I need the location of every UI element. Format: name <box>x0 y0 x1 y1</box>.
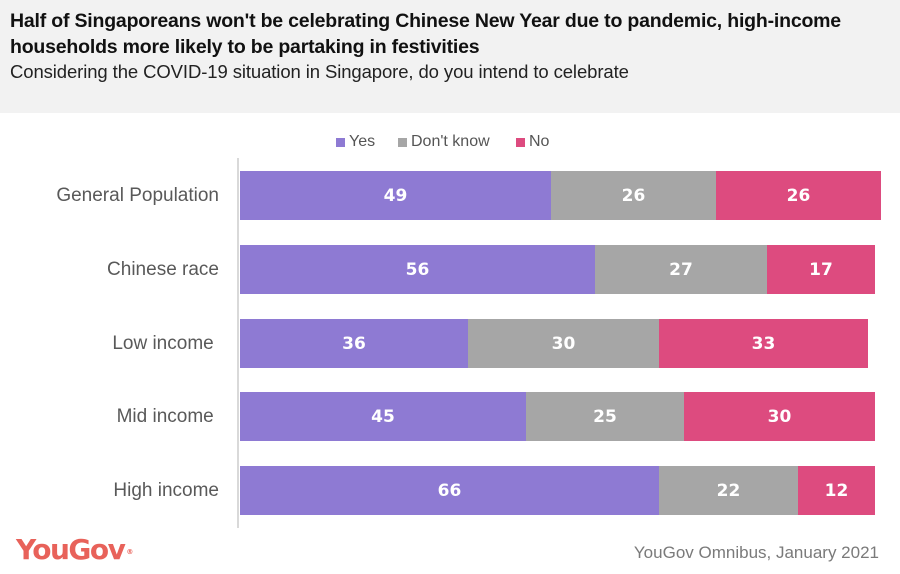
data-label: 25 <box>593 406 617 427</box>
data-label: 22 <box>716 480 741 501</box>
bar-segment-dont-know: 27 <box>595 245 767 294</box>
bar-segment-yes: 56 <box>240 245 595 294</box>
bar-segment-dont-know: 30 <box>468 319 659 368</box>
data-label: 12 <box>824 480 849 501</box>
bar-segment-no: 30 <box>684 392 875 441</box>
category-label: High income <box>113 479 219 501</box>
data-label: 17 <box>809 259 833 280</box>
data-label: 27 <box>669 259 693 280</box>
bar-segment-dont-know: 25 <box>526 392 684 441</box>
data-label: 30 <box>551 333 576 354</box>
bar-segment-no: 33 <box>659 319 868 368</box>
logo-text: YouGov <box>16 533 126 566</box>
data-label: 26 <box>621 185 646 206</box>
bar-segment-no: 12 <box>798 466 875 515</box>
y-axis-line <box>237 158 239 528</box>
category-label: Mid income <box>116 405 219 427</box>
data-label: 56 <box>405 259 430 280</box>
category-label: Low income <box>112 332 219 354</box>
legend-swatch <box>398 137 407 147</box>
data-label: 49 <box>383 185 408 206</box>
data-label: 26 <box>786 185 811 206</box>
chart-subtitle: Considering the COVID-19 situation in Si… <box>10 61 629 82</box>
legend-item-yes: Yes <box>336 133 375 151</box>
registered-mark: ® <box>126 548 134 556</box>
bar-segment-yes: 45 <box>240 392 526 441</box>
category-label: General Population <box>56 184 219 206</box>
legend: Yes Don't know No <box>0 133 900 153</box>
header: Half of Singaporeans won't be celebratin… <box>0 0 900 113</box>
chart-title: Half of Singaporeans won't be celebratin… <box>10 10 841 58</box>
bar-segment-yes: 49 <box>240 171 551 220</box>
data-label: 45 <box>371 406 395 427</box>
legend-label: Yes <box>349 133 376 150</box>
legend-swatch <box>336 137 345 147</box>
legend-item-dont-know: Don't know <box>398 133 490 151</box>
bar-segment-yes: 66 <box>240 466 659 515</box>
source-note: YouGov Omnibus, January 2021 <box>633 543 879 562</box>
data-label: 36 <box>342 333 366 354</box>
legend-item-no: No <box>516 133 549 151</box>
bar-segment-yes: 36 <box>240 319 468 368</box>
bar-segment-dont-know: 26 <box>551 171 716 220</box>
legend-swatch <box>516 137 525 147</box>
data-label: 30 <box>767 406 792 427</box>
data-label: 66 <box>437 480 462 501</box>
data-label: 33 <box>751 333 776 354</box>
bar-segment-no: 26 <box>716 171 881 220</box>
legend-label: No <box>529 133 550 150</box>
category-label: Chinese race <box>107 258 219 280</box>
legend-label: Don't know <box>411 133 490 150</box>
bar-segment-no: 17 <box>767 245 875 294</box>
bar-segment-dont-know: 22 <box>659 466 798 515</box>
yougov-logo: YouGov ® <box>16 533 134 566</box>
